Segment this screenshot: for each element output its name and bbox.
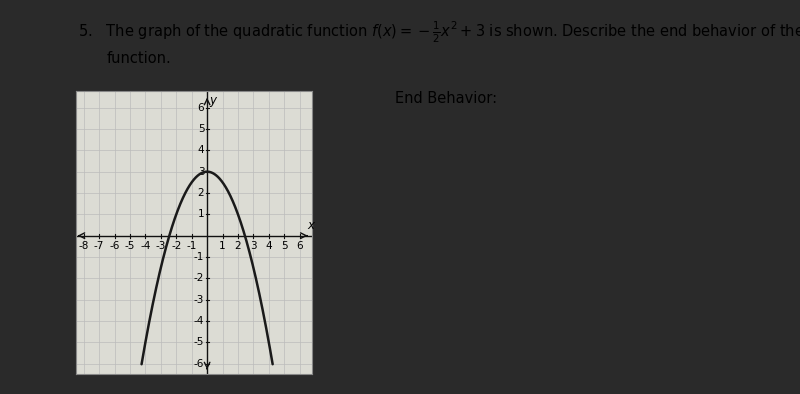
Text: 6: 6 xyxy=(296,241,303,251)
Text: function.: function. xyxy=(107,51,172,66)
Text: 5: 5 xyxy=(198,124,204,134)
Text: 6: 6 xyxy=(198,103,204,113)
Text: -2: -2 xyxy=(194,273,204,283)
Text: 3: 3 xyxy=(198,167,204,177)
Text: 2: 2 xyxy=(198,188,204,198)
Text: -2: -2 xyxy=(171,241,182,251)
Text: -3: -3 xyxy=(194,295,204,305)
Text: 4: 4 xyxy=(198,145,204,155)
Text: -7: -7 xyxy=(94,241,104,251)
Text: End Behavior:: End Behavior: xyxy=(395,91,497,106)
Text: y: y xyxy=(210,95,217,108)
Text: -4: -4 xyxy=(194,316,204,326)
Text: 5: 5 xyxy=(281,241,287,251)
Text: -6: -6 xyxy=(194,359,204,369)
Text: -1: -1 xyxy=(186,241,197,251)
Text: 1: 1 xyxy=(219,241,226,251)
Text: -6: -6 xyxy=(110,241,120,251)
Text: -1: -1 xyxy=(194,252,204,262)
Text: 3: 3 xyxy=(250,241,257,251)
Text: -5: -5 xyxy=(125,241,135,251)
Text: x: x xyxy=(307,219,314,232)
Text: 1: 1 xyxy=(198,209,204,219)
Text: 5.   The graph of the quadratic function $f(x) = -\frac{1}{2}x^2 + 3$ is shown. : 5. The graph of the quadratic function $… xyxy=(78,20,800,45)
Text: -5: -5 xyxy=(194,337,204,347)
Text: 2: 2 xyxy=(234,241,242,251)
Text: -8: -8 xyxy=(78,241,89,251)
Text: -4: -4 xyxy=(140,241,150,251)
Text: -3: -3 xyxy=(156,241,166,251)
Text: 4: 4 xyxy=(266,241,272,251)
